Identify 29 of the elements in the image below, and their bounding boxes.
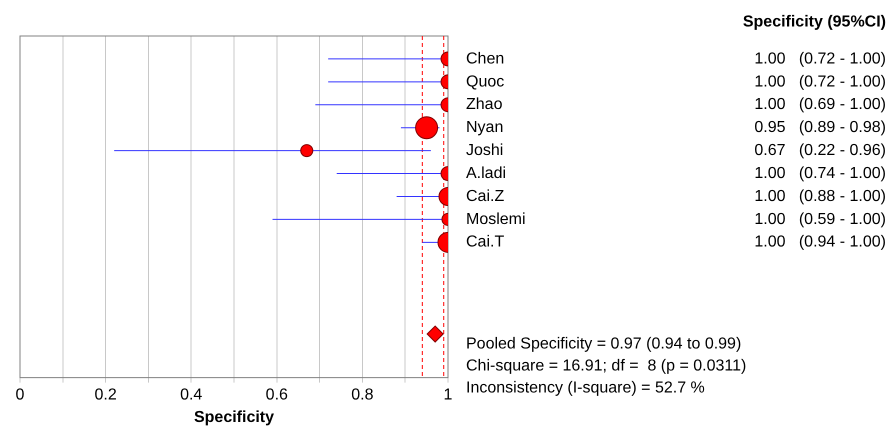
text: Specificity (95%CI) <box>742 13 886 30</box>
data-label: 1.00 (0.72 - 1.00) <box>754 50 886 68</box>
y-tick-label: Zhao <box>466 96 503 114</box>
x-tick-label: 0.6 <box>266 386 288 404</box>
text: Inconsistency (I-square) = 52.7 % <box>466 379 705 396</box>
x-tick-label: 1 <box>444 386 453 404</box>
y-tick-label: A.ladi <box>466 164 506 182</box>
y-tick-label: Moslemi <box>466 210 526 228</box>
data-label: 0.67 (0.22 - 0.96) <box>754 142 886 160</box>
x-tick-label: 0 <box>16 386 25 404</box>
y-tick-label: Chen <box>466 50 504 68</box>
data-label: 1.00 (0.88 - 1.00) <box>754 188 886 205</box>
y-tick-label: Nyan <box>466 119 504 136</box>
data-label: 1.00 (0.94 - 1.00) <box>754 234 886 251</box>
text: Pooled Specificity = 0.97 (0.94 to 0.99) <box>466 335 742 352</box>
data-label: 1.00 (0.69 - 1.00) <box>754 96 886 114</box>
data-label: 0.95 (0.89 - 0.98) <box>754 119 886 136</box>
x-tick-label: 0.8 <box>351 386 374 404</box>
y-tick-label: Quoc <box>466 73 504 90</box>
text: Chi-square = 16.91; df = 8 (p = 0.0311) <box>466 357 746 374</box>
x-tick-label: 0.2 <box>94 386 117 404</box>
x-axis-title: Specificity <box>194 408 274 426</box>
data-label: 1.00 (0.74 - 1.00) <box>754 164 886 182</box>
data-label: 1.00 (0.59 - 1.00) <box>754 210 886 228</box>
data-label: 1.00 (0.72 - 1.00) <box>754 73 886 90</box>
y-tick-label: Cai.Z <box>466 188 504 205</box>
y-tick-label: Joshi <box>466 142 504 160</box>
x-tick-label: 0.4 <box>180 386 202 404</box>
y-tick-label: Cai.T <box>466 234 504 251</box>
